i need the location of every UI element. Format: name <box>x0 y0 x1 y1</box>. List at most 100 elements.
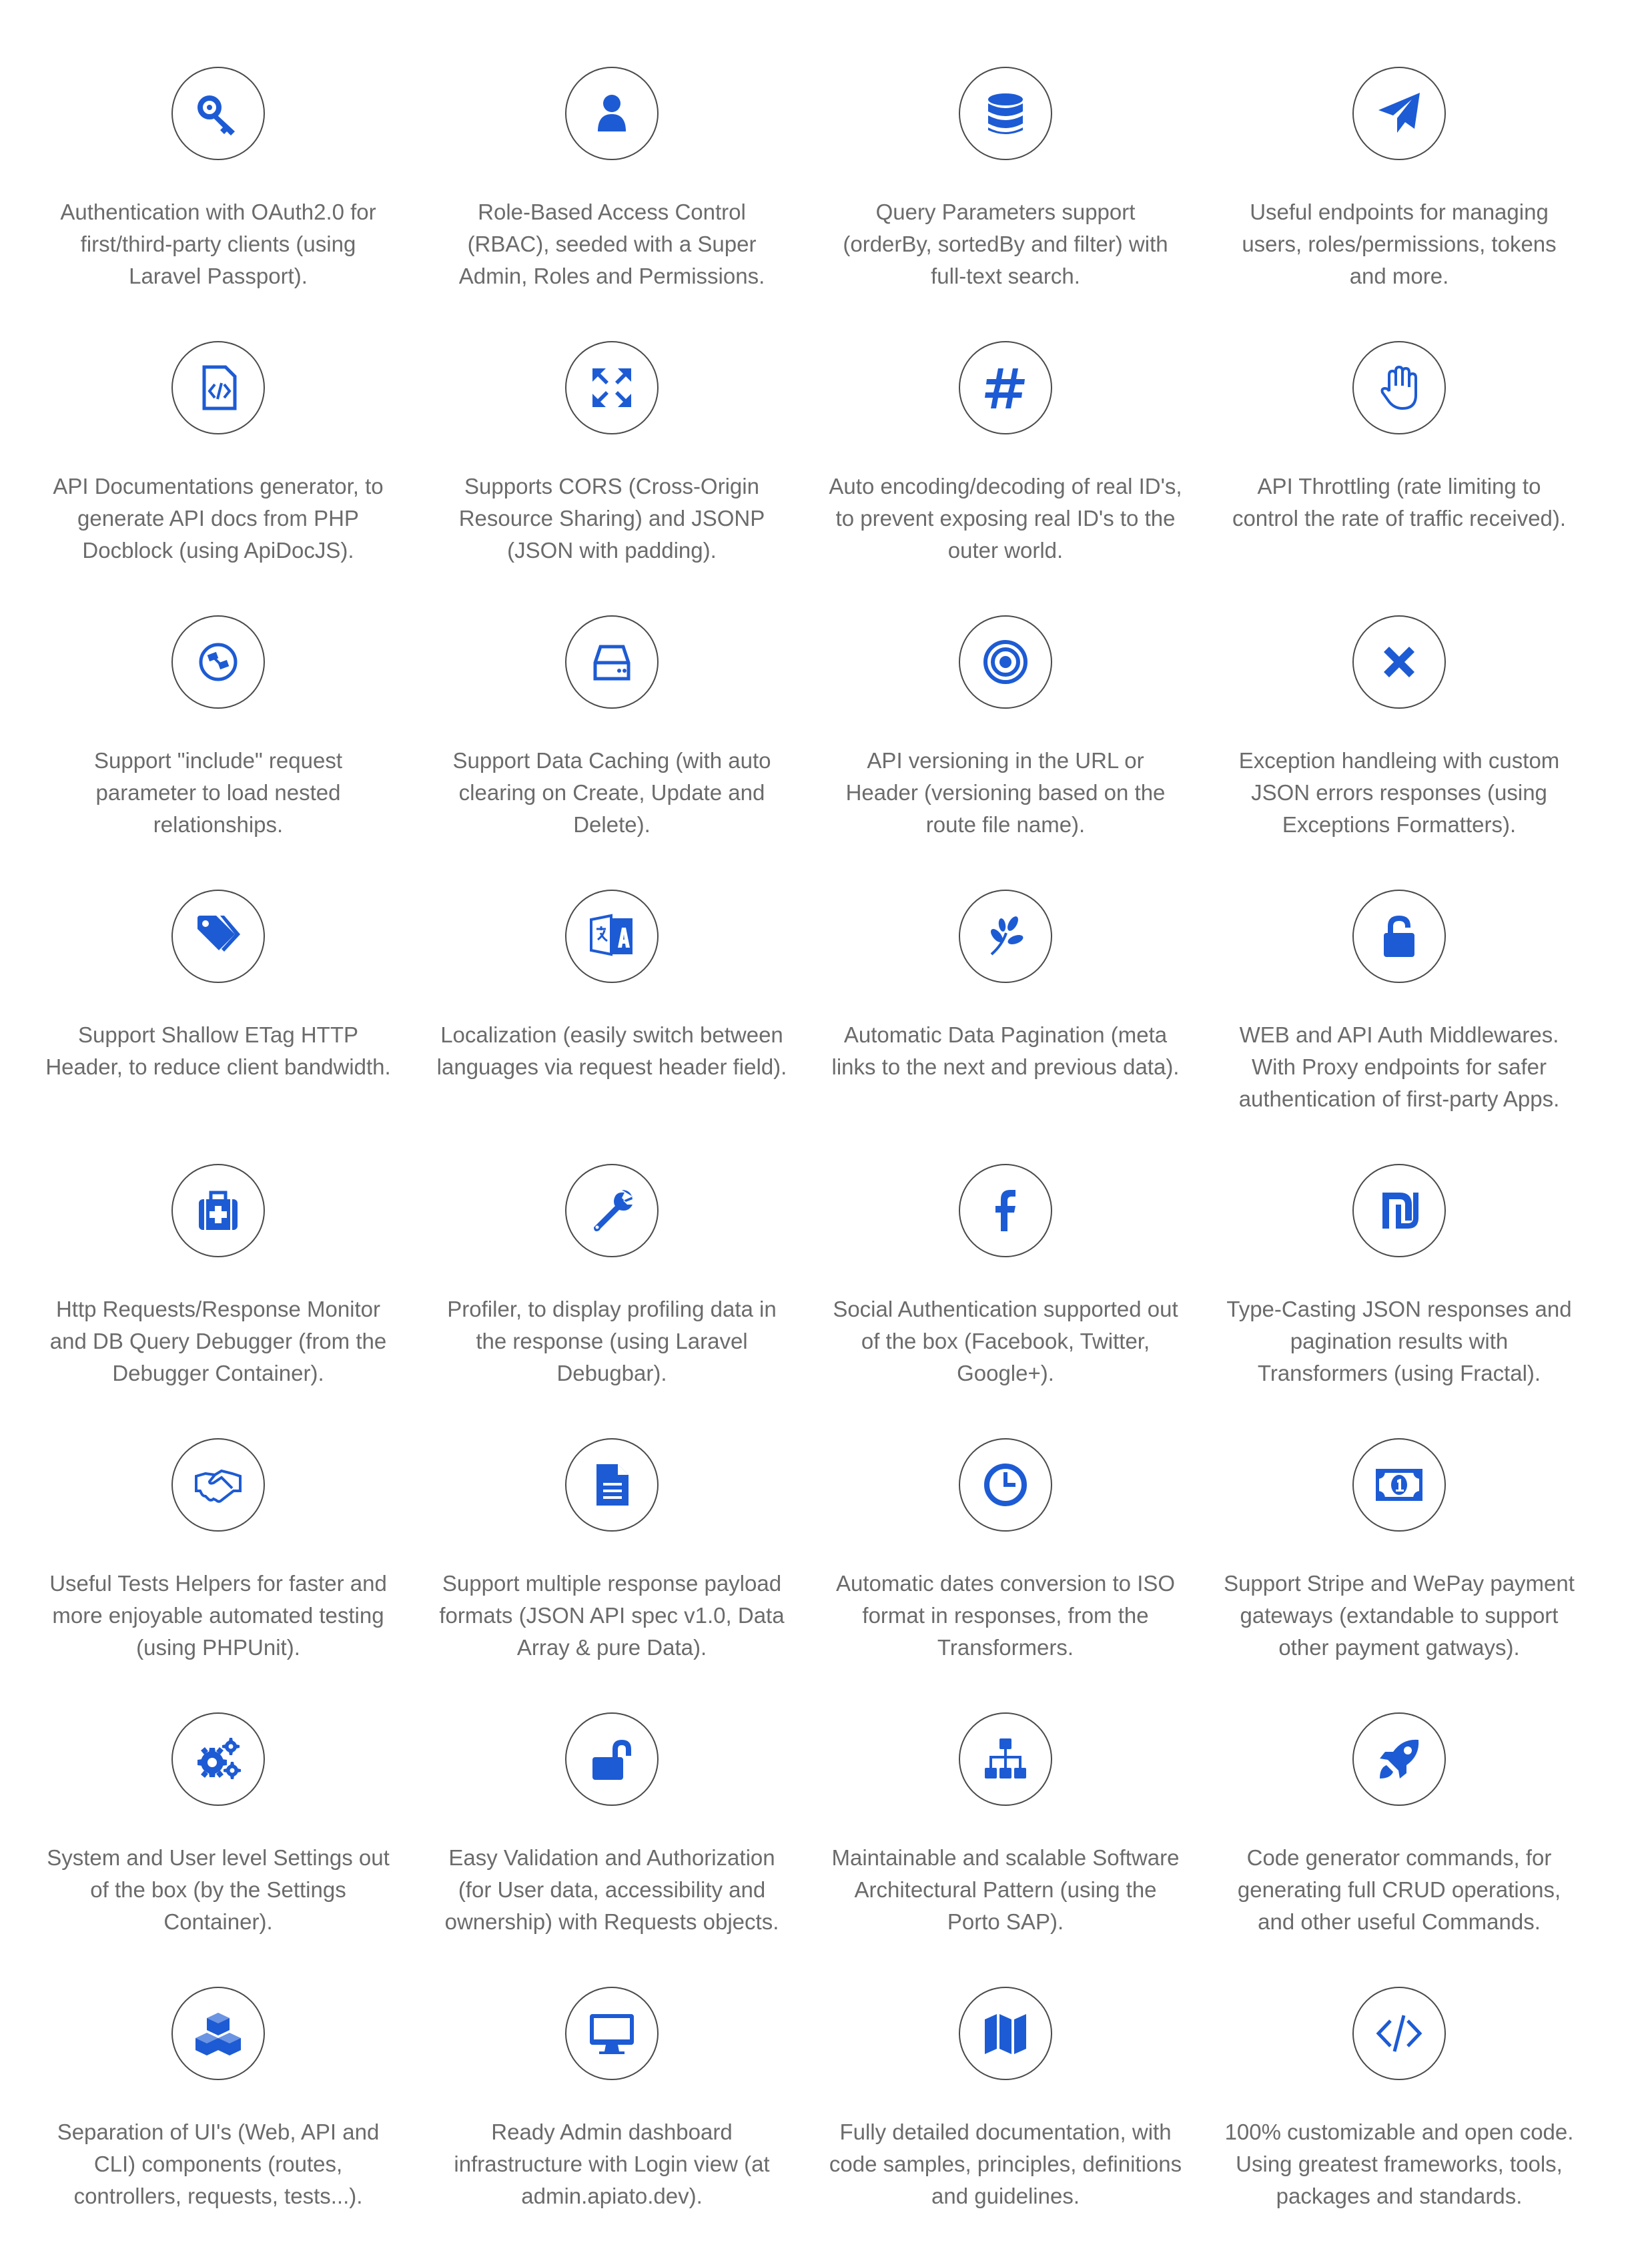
user-icon <box>588 90 635 137</box>
feature-description: System and User level Settings out of th… <box>41 1842 395 1938</box>
unlock-alt-icon <box>588 1736 635 1783</box>
feature-description: API Throttling (rate limiting to control… <box>1222 470 1576 535</box>
medkit-icon <box>195 1187 242 1234</box>
feature-icon-circle <box>1352 1164 1446 1257</box>
feature-item: Social Authentication supported out of t… <box>829 1164 1182 1438</box>
feature-description: Type-Casting JSON responses and paginati… <box>1222 1293 1576 1389</box>
feature-description: Role-Based Access Control (RBAC), seeded… <box>435 196 789 292</box>
cubes-icon <box>195 2010 242 2057</box>
feature-item: Fully detailed documentation, with code … <box>829 1987 1182 2261</box>
feature-description: Support Stripe and WePay payment gateway… <box>1222 1568 1576 1664</box>
feature-item: API versioning in the URL or Header (ver… <box>829 615 1182 890</box>
feature-icon-circle <box>171 1712 265 1806</box>
code-icon <box>1376 2010 1422 2057</box>
desktop-icon <box>588 2010 635 2057</box>
feature-item: 100% customizable and open code. Using g… <box>1222 1987 1576 2261</box>
feature-description: Supports CORS (Cross-Origin Resource Sha… <box>435 470 789 567</box>
feature-item: Ready Admin dashboard infrastructure wit… <box>435 1987 789 2261</box>
feature-item: Code generator commands, for generating … <box>1222 1712 1576 1987</box>
feature-icon-circle <box>171 1164 265 1257</box>
feature-icon-circle <box>1352 890 1446 983</box>
hard-drive-icon <box>588 639 635 685</box>
shekel-icon <box>1376 1187 1422 1234</box>
feature-description: Ready Admin dashboard infrastructure wit… <box>435 2116 789 2212</box>
feature-item: Support Data Caching (with auto clearing… <box>435 615 789 890</box>
gears-icon <box>195 1736 242 1783</box>
feature-description: Localization (easily switch between lang… <box>435 1019 789 1083</box>
feature-item: API Throttling (rate limiting to control… <box>1222 341 1576 615</box>
map-icon <box>982 2010 1029 2057</box>
hand-icon <box>1376 364 1422 411</box>
feature-item: Useful endpoints for managing users, rol… <box>1222 67 1576 341</box>
feature-item: Supports CORS (Cross-Origin Resource Sha… <box>435 341 789 615</box>
translate-icon <box>588 913 635 960</box>
feature-item: Support Shallow ETag HTTP Header, to red… <box>41 890 395 1164</box>
handshake-icon <box>195 1462 242 1508</box>
feature-icon-circle <box>959 1987 1052 2080</box>
clock-icon <box>982 1462 1029 1508</box>
feature-icon-circle <box>1352 1438 1446 1532</box>
feature-item: Automatic dates conversion to ISO format… <box>829 1438 1182 1712</box>
feature-item: Authentication with OAuth2.0 for first/t… <box>41 67 395 341</box>
feature-item: Type-Casting JSON responses and paginati… <box>1222 1164 1576 1438</box>
feature-description: Easy Validation and Authorization (for U… <box>435 1842 789 1938</box>
feature-item: WEB and API Auth Middlewares. With Proxy… <box>1222 890 1576 1164</box>
feature-item: Support Stripe and WePay payment gateway… <box>1222 1438 1576 1712</box>
feature-item: Localization (easily switch between lang… <box>435 890 789 1164</box>
feature-item: Profiler, to display profiling data in t… <box>435 1164 789 1438</box>
feature-icon-circle <box>171 615 265 709</box>
target-icon <box>982 639 1029 685</box>
feature-description: Useful endpoints for managing users, rol… <box>1222 196 1576 292</box>
arrows-expand-icon <box>588 364 635 411</box>
feature-item: Automatic Data Pagination (meta links to… <box>829 890 1182 1164</box>
feature-description: Automatic dates conversion to ISO format… <box>829 1568 1182 1664</box>
feature-item: Auto encoding/decoding of real ID's, to … <box>829 341 1182 615</box>
feature-icon-circle <box>565 341 659 434</box>
feature-icon-circle <box>959 1438 1052 1532</box>
feature-item: Easy Validation and Authorization (for U… <box>435 1712 789 1987</box>
feature-icon-circle <box>959 890 1052 983</box>
feature-item: Role-Based Access Control (RBAC), seeded… <box>435 67 789 341</box>
facebook-icon <box>982 1187 1029 1234</box>
feature-item: API Documentations generator, to generat… <box>41 341 395 615</box>
feature-description: Support multiple response payload format… <box>435 1568 789 1664</box>
feature-icon-circle <box>171 1987 265 2080</box>
feature-icon-circle <box>565 890 659 983</box>
feature-icon-circle <box>565 615 659 709</box>
feature-item: Support "include" request parameter to l… <box>41 615 395 890</box>
feature-item: Http Requests/Response Monitor and DB Qu… <box>41 1164 395 1438</box>
feature-description: Support Shallow ETag HTTP Header, to red… <box>41 1019 395 1083</box>
feature-description: API Documentations generator, to generat… <box>41 470 395 567</box>
feature-description: Authentication with OAuth2.0 for first/t… <box>41 196 395 292</box>
feature-description: Support Data Caching (with auto clearing… <box>435 745 789 841</box>
feature-item: Useful Tests Helpers for faster and more… <box>41 1438 395 1712</box>
feature-description: Separation of UI's (Web, API and CLI) co… <box>41 2116 395 2212</box>
feature-description: Auto encoding/decoding of real ID's, to … <box>829 470 1182 567</box>
feature-item: Exception handleing with custom JSON err… <box>1222 615 1576 890</box>
leaf-icon <box>982 913 1029 960</box>
rocket-icon <box>1376 1736 1422 1783</box>
feature-description: Useful Tests Helpers for faster and more… <box>41 1568 395 1664</box>
key-icon <box>195 90 242 137</box>
feature-icon-circle <box>959 341 1052 434</box>
close-icon <box>1376 639 1422 685</box>
feature-icon-circle <box>959 1712 1052 1806</box>
feature-icon-circle <box>171 67 265 160</box>
feature-icon-circle <box>565 1987 659 2080</box>
feature-description: Code generator commands, for generating … <box>1222 1842 1576 1938</box>
feature-icon-circle <box>1352 1987 1446 2080</box>
feature-description: Automatic Data Pagination (meta links to… <box>829 1019 1182 1083</box>
feature-icon-circle <box>1352 341 1446 434</box>
wrench-icon <box>588 1187 635 1234</box>
feature-icon-circle <box>171 1438 265 1532</box>
feature-item: Separation of UI's (Web, API and CLI) co… <box>41 1987 395 2261</box>
feature-item: Support multiple response payload format… <box>435 1438 789 1712</box>
feature-description: 100% customizable and open code. Using g… <box>1222 2116 1576 2212</box>
feature-item: System and User level Settings out of th… <box>41 1712 395 1987</box>
feature-description: Profiler, to display profiling data in t… <box>435 1293 789 1389</box>
feature-description: WEB and API Auth Middlewares. With Proxy… <box>1222 1019 1576 1115</box>
feature-description: Social Authentication supported out of t… <box>829 1293 1182 1389</box>
feature-icon-circle <box>565 1712 659 1806</box>
feature-item: Query Parameters support (orderBy, sorte… <box>829 67 1182 341</box>
